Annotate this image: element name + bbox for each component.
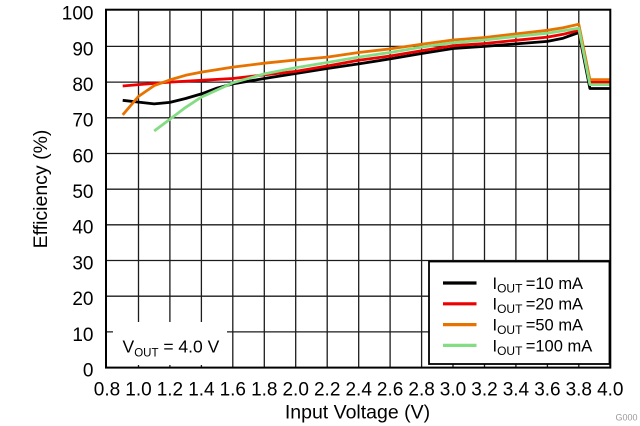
svg-text:70: 70 (72, 111, 93, 132)
svg-text:80: 80 (72, 75, 93, 96)
svg-text:3.0: 3.0 (440, 380, 466, 401)
svg-text:2.6: 2.6 (377, 380, 403, 401)
svg-text:100: 100 (62, 4, 94, 25)
svg-text:1.0: 1.0 (125, 380, 151, 401)
svg-text:2.0: 2.0 (282, 380, 308, 401)
svg-text:4.0: 4.0 (597, 380, 623, 401)
svg-text:30: 30 (72, 253, 93, 274)
svg-text:3.4: 3.4 (503, 380, 530, 401)
svg-text:G000: G000 (616, 413, 638, 423)
svg-text:3.6: 3.6 (534, 380, 560, 401)
svg-text:2.2: 2.2 (314, 380, 340, 401)
svg-text:1.4: 1.4 (188, 380, 215, 401)
svg-text:60: 60 (72, 146, 93, 167)
svg-text:Efficiency (%): Efficiency (%) (30, 130, 52, 249)
svg-text:40: 40 (72, 218, 93, 239)
svg-text:10: 10 (72, 325, 93, 346)
svg-text:0: 0 (83, 361, 94, 382)
svg-text:1.6: 1.6 (220, 380, 246, 401)
svg-text:1.2: 1.2 (157, 380, 183, 401)
svg-text:3.8: 3.8 (566, 380, 592, 401)
svg-text:20: 20 (72, 289, 93, 310)
svg-text:2.8: 2.8 (408, 380, 434, 401)
svg-text:90: 90 (72, 39, 93, 60)
svg-text:IOUT =100 mA: IOUT =100 mA (493, 337, 593, 358)
svg-text:0.8: 0.8 (94, 380, 120, 401)
svg-text:3.2: 3.2 (471, 380, 497, 401)
svg-text:1.8: 1.8 (251, 380, 277, 401)
svg-text:50: 50 (72, 182, 93, 203)
svg-text:2.4: 2.4 (345, 380, 372, 401)
svg-text:Input Voltage (V): Input Voltage (V) (285, 401, 430, 423)
